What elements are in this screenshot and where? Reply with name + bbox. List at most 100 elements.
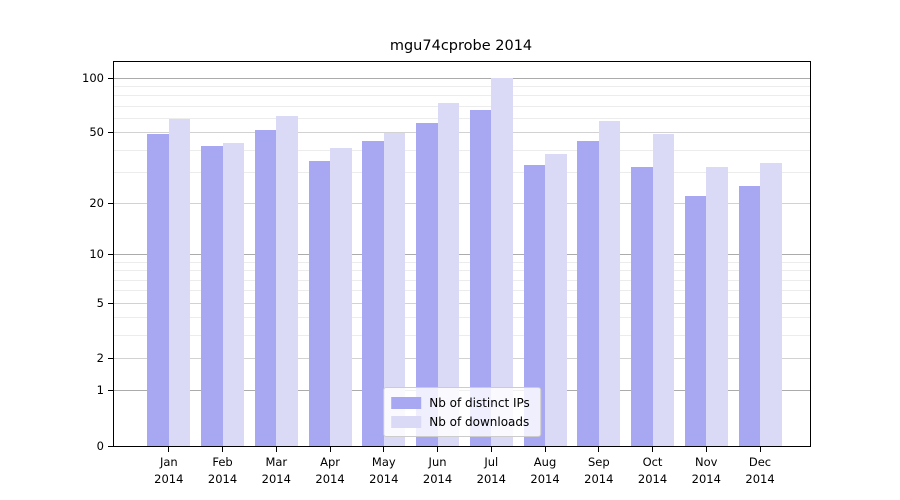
y-axis-tick [108, 254, 114, 256]
x-tick-month: Dec [748, 455, 772, 469]
x-axis-tick [222, 447, 224, 452]
y-tick-label: 1 [96, 383, 104, 398]
bar-downloads-may [383, 132, 406, 446]
y-tick-label: 20 [89, 195, 104, 210]
bar-distinct-ips-nov [684, 196, 707, 446]
gridline-minor [114, 171, 810, 173]
x-axis-tick [759, 447, 761, 452]
bar-downloads-jul [491, 78, 513, 446]
gridline-major [114, 302, 810, 304]
bar-downloads-jan [168, 118, 191, 446]
gridline-minor [114, 335, 810, 337]
x-tick-month: Oct [642, 455, 663, 469]
x-tick-month: May [371, 455, 396, 469]
gridline-decade [114, 254, 810, 256]
y-tick-label: 10 [89, 247, 104, 262]
y-tick-label: 50 [89, 125, 104, 140]
x-tick-year: 2014 [369, 472, 399, 486]
legend-swatch-downloads [391, 415, 422, 428]
y-axis-tick [108, 445, 114, 447]
x-tick-month: Mar [265, 455, 288, 469]
y-tick-label: 2 [96, 350, 104, 365]
x-tick-label: Feb 2014 [191, 454, 255, 488]
gridline-decade [114, 77, 810, 79]
gridline-major [114, 132, 810, 134]
bar-downloads-apr [330, 148, 352, 446]
legend-item-downloads: Nb of downloads [391, 412, 530, 431]
x-tick-label: Nov 2014 [674, 454, 738, 488]
bar-distinct-ips-jun [416, 122, 438, 446]
x-tick-year: 2014 [154, 472, 184, 486]
bar-downloads-dec [760, 162, 782, 446]
x-tick-month: Jul [484, 455, 499, 469]
legend-label-downloads: Nb of downloads [429, 414, 530, 429]
legend: Nb of distinct IPs Nb of downloads [383, 387, 541, 437]
x-axis-tick [275, 447, 277, 452]
x-axis-tick [652, 447, 654, 452]
y-axis-tick [108, 77, 114, 79]
x-axis-tick [705, 447, 707, 452]
bar-distinct-ips-aug [523, 165, 546, 446]
x-axis-tick [544, 447, 546, 452]
x-tick-year: 2014 [691, 472, 721, 486]
y-axis-tick [108, 202, 114, 204]
x-tick-year: 2014 [745, 472, 775, 486]
x-tick-label: Mar 2014 [244, 454, 308, 488]
bar-downloads-oct [652, 134, 674, 446]
y-tick-label: 0 [96, 438, 104, 453]
x-axis-tick [168, 447, 170, 452]
chart-title: mgu74cprobe 2014 [389, 38, 533, 54]
bar-downloads-feb [222, 142, 245, 446]
x-tick-year: 2014 [584, 472, 614, 486]
x-tick-label: Sep 2014 [567, 454, 631, 488]
x-axis-tick [490, 447, 492, 452]
gridline-minor [114, 279, 810, 281]
x-tick-month: Jan [159, 455, 178, 469]
y-tick-label: 100 [82, 70, 104, 85]
y-axis-tick [108, 132, 114, 134]
x-tick-label: Jul 2014 [459, 454, 523, 488]
bar-downloads-nov [706, 167, 728, 446]
legend-swatch-distinct-ips [391, 396, 422, 409]
legend-item-distinct-ips: Nb of distinct IPs [391, 393, 530, 412]
legend-label-distinct-ips: Nb of distinct IPs [429, 395, 530, 410]
gridline-minor [114, 317, 810, 319]
gridline-minor [114, 262, 810, 264]
bar-distinct-ips-dec [738, 186, 760, 446]
bar-distinct-ips-oct [631, 167, 653, 446]
x-axis-tick [383, 447, 385, 452]
gridline-major [114, 202, 810, 204]
bar-downloads-aug [545, 154, 567, 446]
y-axis-tick [108, 302, 114, 304]
bar-distinct-ips-jan [147, 134, 169, 446]
x-tick-year: 2014 [476, 472, 506, 486]
plot-area: Nb of distinct IPs Nb of downloads 0 1 2 5 1… [82, 61, 811, 486]
y-axis-tick [108, 357, 114, 359]
x-tick-year: 2014 [637, 472, 668, 486]
x-tick-month: Jun [428, 455, 447, 469]
x-tick-month: Apr [320, 455, 340, 469]
gridline-minor [114, 290, 810, 292]
x-tick-label: Oct 2014 [621, 454, 685, 488]
bar-distinct-ips-jul [469, 109, 492, 446]
bar-distinct-ips-may [362, 140, 384, 446]
x-tick-label: Jan 2014 [137, 454, 201, 488]
bar-distinct-ips-feb [201, 146, 223, 446]
x-axis-tick [437, 447, 439, 452]
x-tick-label: May 2014 [352, 454, 416, 488]
gridline-minor [114, 105, 810, 107]
gridline-major [114, 357, 810, 359]
bar-distinct-ips-sep [577, 140, 599, 446]
gridline-minor [114, 149, 810, 151]
gridline-minor [114, 270, 810, 272]
x-tick-month: Aug [533, 455, 557, 469]
x-tick-month: Feb [212, 455, 233, 469]
x-tick-year: 2014 [422, 472, 453, 486]
y-tick-label: 5 [96, 295, 104, 310]
bar-downloads-jun [437, 103, 460, 446]
bar-distinct-ips-mar [254, 129, 277, 446]
gridline-minor [114, 118, 810, 119]
x-tick-month: Sep [587, 455, 610, 469]
bar-downloads-sep [598, 121, 621, 446]
